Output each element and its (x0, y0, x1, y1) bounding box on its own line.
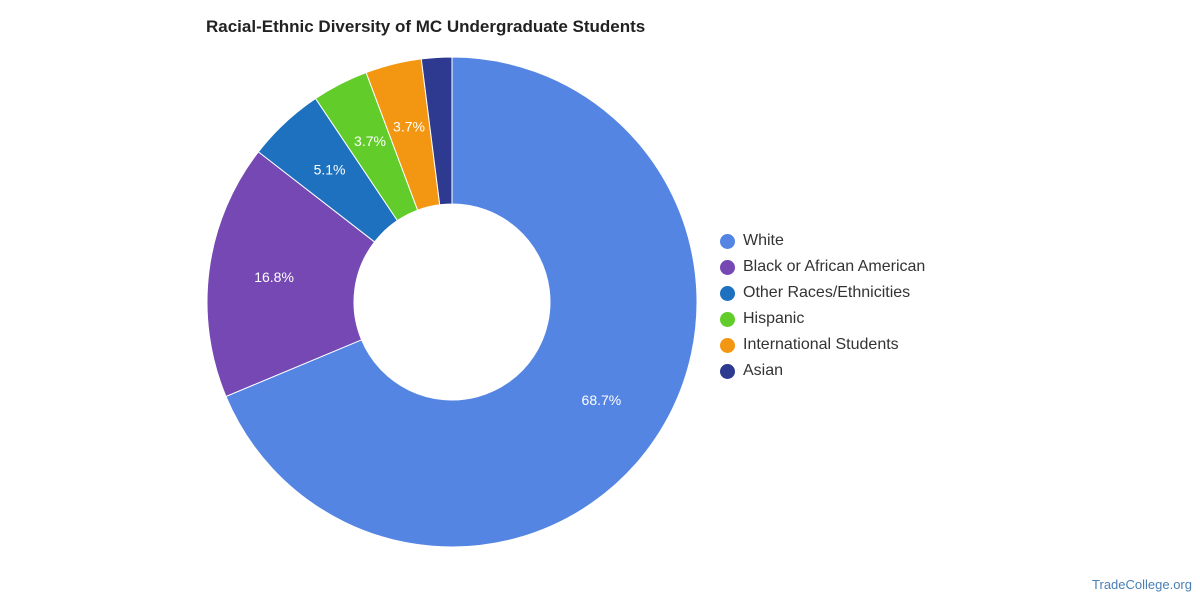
chart-title: Racial-Ethnic Diversity of MC Undergradu… (206, 17, 646, 36)
legend-label: White (743, 232, 784, 249)
donut-slice-6 (420, 56, 453, 206)
legend-label: Black or African American (743, 258, 926, 275)
legend-item-6: Asian (720, 358, 925, 384)
donut-slice-2 (206, 151, 376, 398)
legend-swatch (720, 259, 735, 275)
legend-label: Hispanic (743, 310, 805, 327)
legend-item-1: White (720, 228, 925, 254)
watermark: TradeCollege.org (1092, 577, 1192, 592)
chart-legend: White Black or African American Other Race… (720, 228, 925, 384)
legend-label: International Students (743, 336, 899, 353)
legend-item-2: Black or African American (720, 254, 925, 280)
legend-swatch (720, 363, 735, 379)
donut-slice-1 (225, 56, 698, 548)
legend-label: Other Races/Ethnicities (743, 284, 911, 301)
legend-item-3: Other Races/Ethnicities (720, 280, 925, 306)
legend-swatch (720, 285, 735, 301)
legend-label: Asian (743, 362, 784, 379)
legend-swatch (720, 337, 735, 353)
slice-label-2: 16.8% (254, 269, 294, 285)
slice-label-5: 3.7% (393, 118, 425, 134)
legend-item-5: International Students (720, 332, 925, 358)
slice-label-3: 5.1% (314, 161, 346, 177)
legend-swatch (720, 311, 735, 327)
legend-swatch (720, 233, 735, 249)
legend-item-4: Hispanic (720, 306, 925, 332)
slice-label-1: 68.7% (582, 392, 622, 408)
slice-label-4: 3.7% (354, 133, 386, 149)
